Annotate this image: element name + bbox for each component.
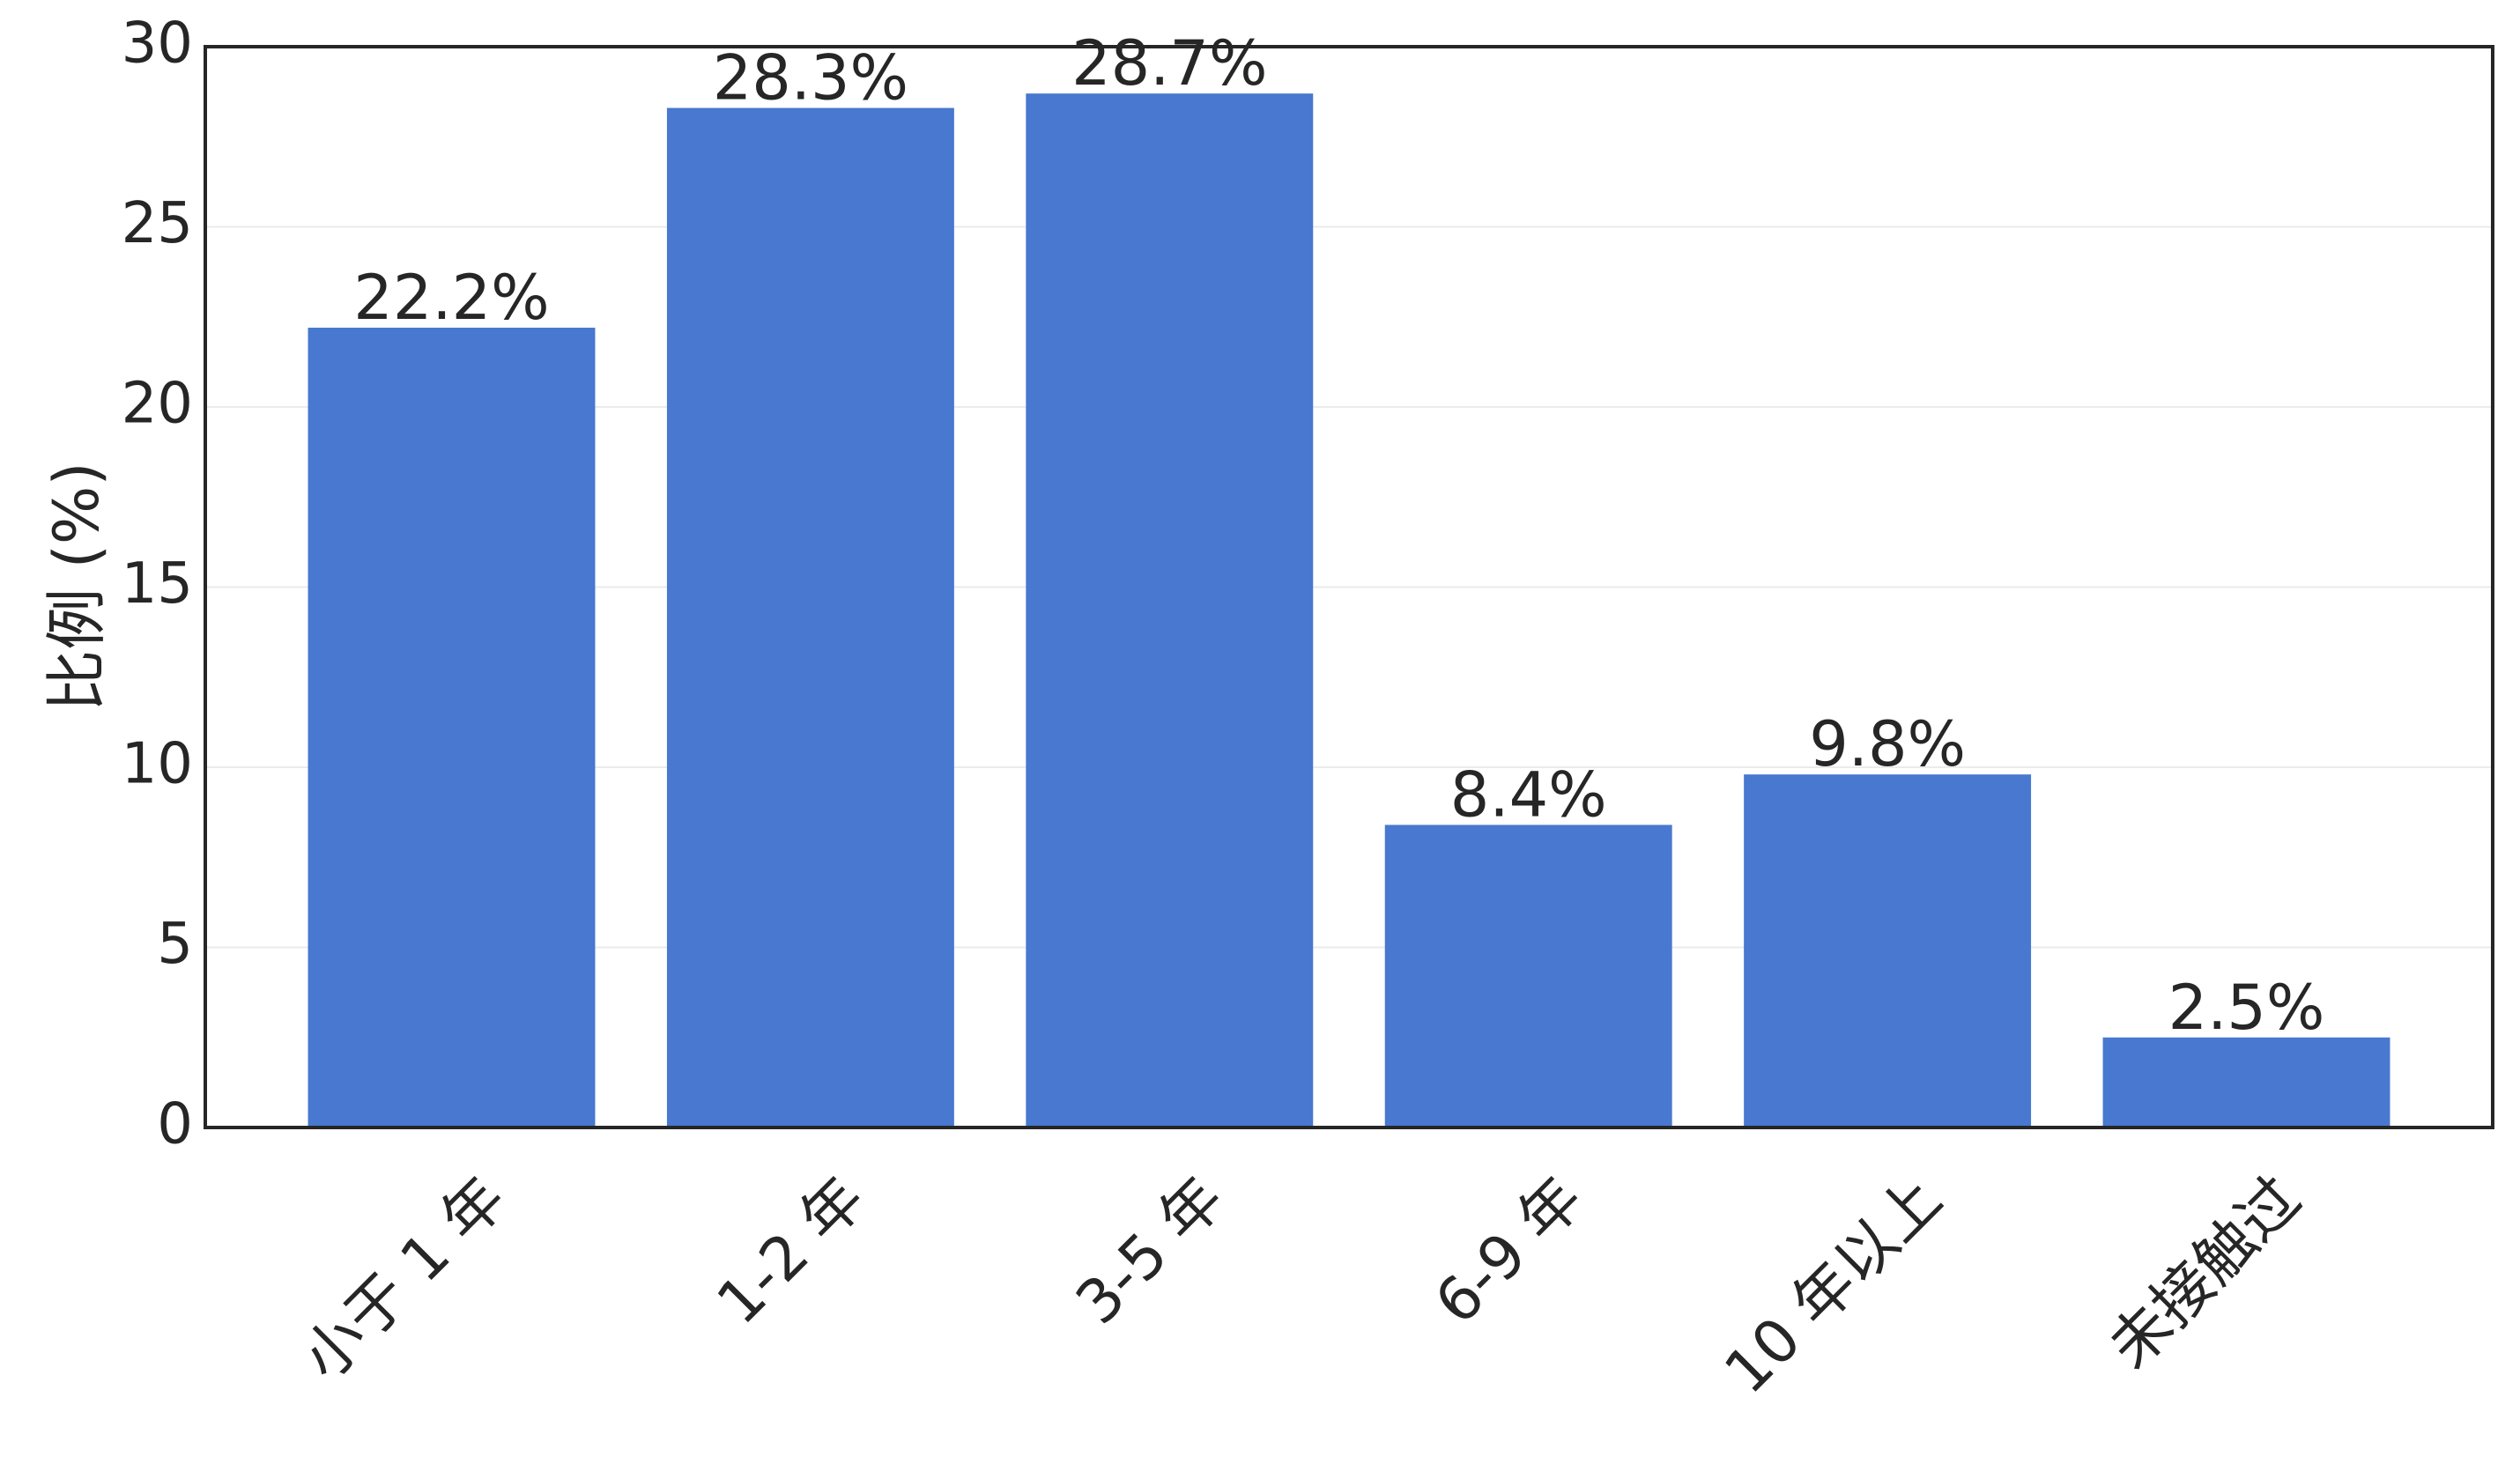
x-tick-label: 未接触过	[2095, 1164, 2314, 1382]
value-label: 22.2%	[353, 262, 549, 334]
plot-frame	[204, 45, 2494, 1129]
value-label: 28.3%	[713, 42, 908, 115]
bar	[666, 107, 954, 1128]
bar	[2102, 1037, 2390, 1128]
bar	[1026, 93, 1314, 1128]
x-tick-label: 小于 1 年	[289, 1164, 519, 1394]
bar	[308, 328, 596, 1128]
bar	[1744, 774, 2032, 1128]
y-tick-label: 10	[122, 732, 193, 797]
y-axis-label: 比例 (%)	[41, 462, 113, 711]
value-label: 2.5%	[2168, 972, 2325, 1044]
bar	[1384, 824, 1672, 1128]
x-tick-label: 6-9 年	[1422, 1164, 1597, 1338]
x-tick-label: 10 年以上	[1712, 1164, 1956, 1408]
y-tick-label: 5	[157, 912, 193, 977]
y-tick-label: 30	[122, 11, 193, 77]
x-tick-label: 3-5 年	[1064, 1164, 1238, 1338]
value-label: 8.4%	[1450, 758, 1607, 831]
bars	[308, 93, 2390, 1128]
x-tick-label: 1-2 年	[704, 1164, 878, 1338]
value-label: 28.7%	[1071, 27, 1267, 100]
y-tick-label: 0	[157, 1092, 193, 1157]
y-tick-label: 15	[122, 551, 193, 617]
y-tick-label: 25	[122, 191, 193, 256]
y-tick-label: 20	[122, 372, 193, 437]
value-label: 9.8%	[1809, 708, 1966, 780]
